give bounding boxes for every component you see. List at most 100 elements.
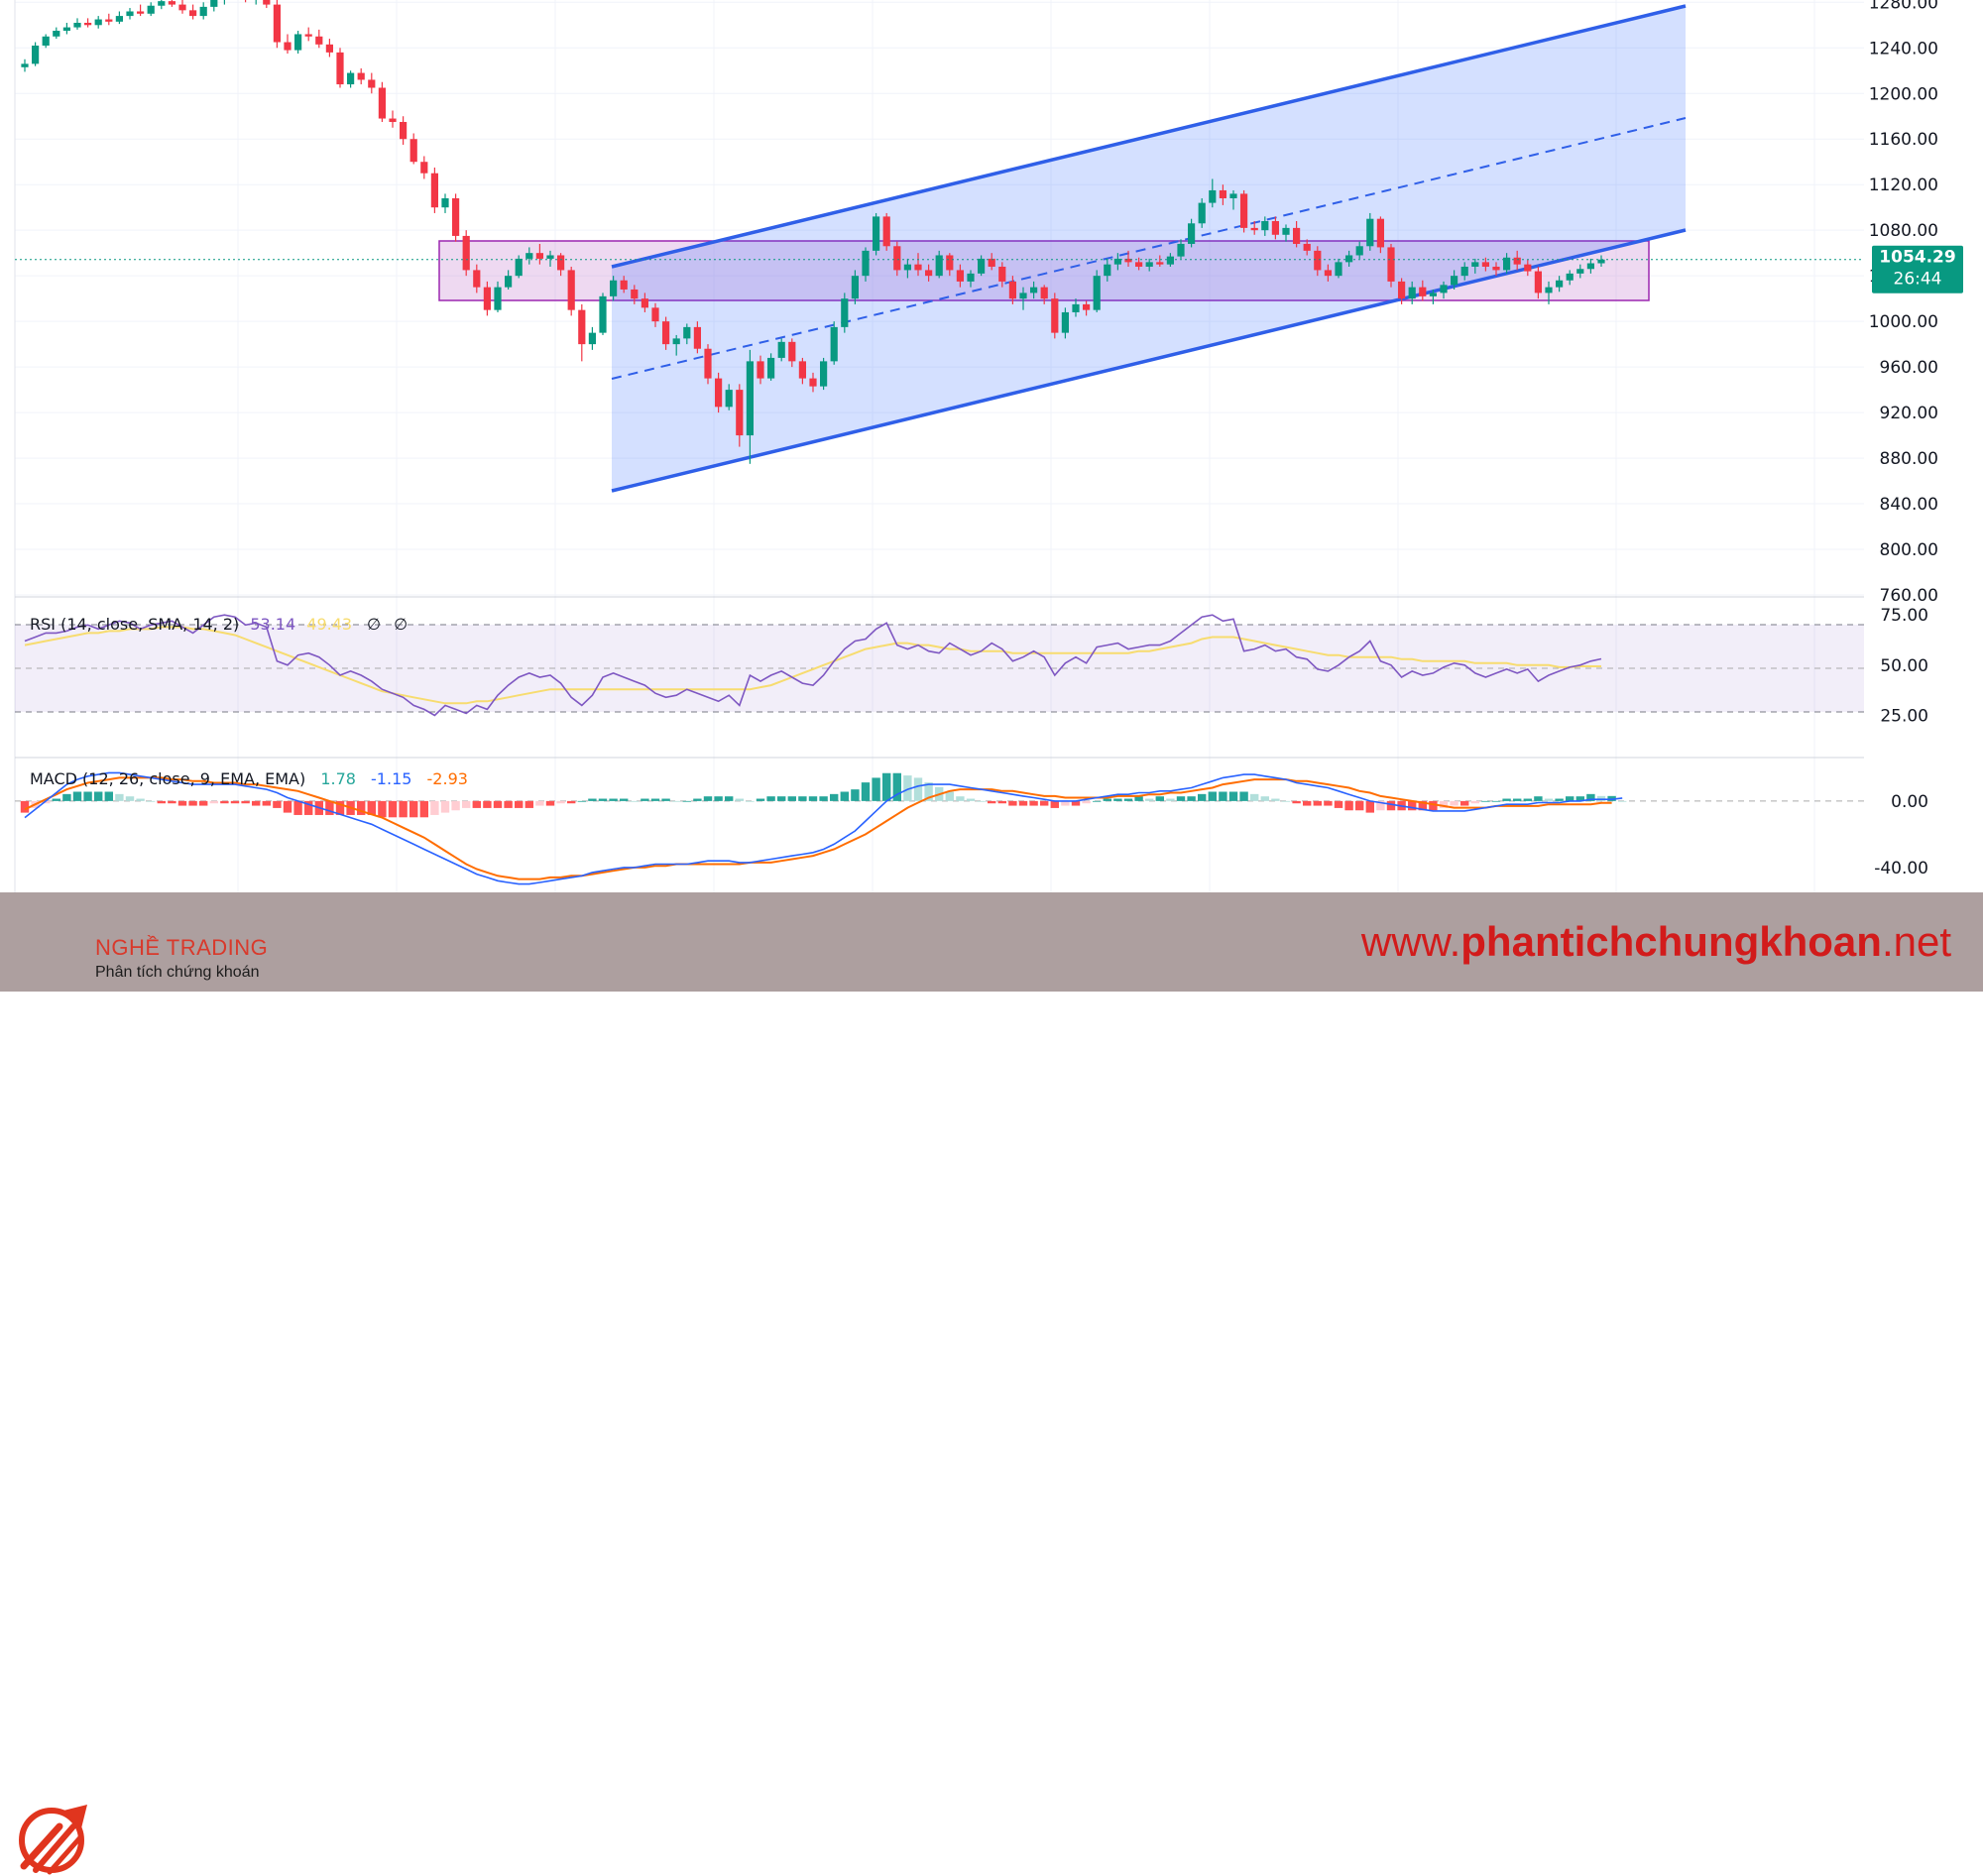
candle-body (1019, 293, 1027, 299)
macd-histogram-bar (1303, 800, 1312, 806)
candle (1030, 281, 1038, 299)
candle-body (1177, 243, 1185, 257)
website-link[interactable]: www.phantichchungkhoan.net (1361, 918, 1951, 966)
stock-chart[interactable]: 760.00 800.00 840.00 880.00 920.00 960.00 1000… (0, 0, 1983, 892)
macd-histogram-bar (1281, 800, 1291, 802)
candle (1198, 198, 1206, 228)
candle-body (1524, 264, 1532, 272)
candle-body (715, 378, 723, 408)
candle (903, 258, 911, 279)
candle-body (662, 321, 670, 345)
candle-body (757, 361, 764, 379)
candle (788, 338, 796, 368)
candle (851, 270, 859, 304)
candle-body (1083, 303, 1091, 310)
macd-histogram-bar (1618, 800, 1627, 802)
macd-histogram-bar (808, 796, 818, 801)
candle (882, 212, 890, 251)
macd-histogram-bar (1145, 798, 1154, 801)
candle-body (62, 27, 70, 32)
macd-histogram-bar (325, 800, 334, 815)
candle (1219, 184, 1226, 205)
candle-body (725, 390, 733, 408)
candle-body (1293, 227, 1301, 244)
candle (441, 193, 449, 213)
macd-histogram-bar (241, 800, 250, 804)
candle (1566, 270, 1574, 286)
candle-body (967, 273, 975, 282)
candle (53, 27, 60, 40)
candle-body (505, 276, 513, 288)
candle (1282, 224, 1290, 242)
candle-body (1145, 262, 1153, 267)
macd-histogram-bar (273, 800, 282, 808)
candle-body (651, 307, 659, 322)
candle-body (189, 10, 197, 17)
website-suffix: .net (1881, 918, 1951, 965)
candle (263, 0, 271, 9)
candle-body (347, 72, 355, 85)
macd-histogram-bar (535, 800, 544, 806)
candle (1429, 289, 1437, 304)
candle-body (409, 139, 417, 163)
candle (1471, 258, 1479, 274)
candle (725, 384, 733, 410)
candle (978, 255, 986, 277)
candle-body (105, 19, 113, 22)
rsi-legend[interactable]: RSI (14, close, SMA, 14, 2) 53.14 49.43 … (30, 615, 408, 634)
macd-histogram-bar (725, 796, 734, 801)
candle-body (1355, 246, 1363, 256)
candle-body (210, 0, 218, 7)
macd-histogram-bar (1134, 796, 1143, 801)
candle-body (1513, 257, 1521, 265)
candle-body (483, 287, 491, 310)
macd-histogram-bar (620, 798, 629, 801)
macd-histogram-bar (357, 800, 366, 815)
candle-body (1471, 262, 1479, 267)
rsi-extra-1: ∅ (367, 615, 381, 634)
candle-body (1156, 262, 1164, 265)
macd-histogram-bar (1166, 798, 1175, 801)
candle-body (1198, 202, 1206, 224)
candle (1556, 276, 1564, 293)
candle (1271, 216, 1279, 240)
macd-histogram-bar (956, 796, 965, 801)
candle (462, 230, 470, 277)
candle (178, 0, 186, 14)
candle-body (73, 22, 81, 28)
candle-body (325, 44, 333, 53)
macd-legend[interactable]: MACD (12, 26, close, 9, EMA, EMA) 1.78 -… (30, 769, 468, 788)
macd-histogram-bar (997, 800, 1006, 804)
candle-body (788, 341, 796, 362)
macd-histogram-bar (1219, 791, 1227, 801)
candle-body (946, 255, 954, 271)
macd-histogram-bar (756, 798, 765, 801)
price-axis[interactable]: 760.00 800.00 840.00 880.00 920.00 960.00 1000… (1869, 0, 1938, 606)
candle (1355, 241, 1363, 259)
macd-histogram-bar (851, 789, 860, 801)
macd-histogram-bar (335, 800, 345, 815)
candle (1492, 262, 1500, 277)
candle-body (1451, 276, 1458, 286)
candle-body (1545, 287, 1553, 293)
rsi-tick-label: 75.00 (1880, 606, 1928, 626)
candle-body (1566, 273, 1574, 281)
candle (1513, 250, 1521, 271)
rsi-extra-2: ∅ (394, 615, 408, 634)
candle-body (830, 326, 838, 362)
candle (420, 156, 428, 179)
candle (736, 384, 744, 447)
candle-body (1061, 311, 1069, 333)
candle (610, 276, 618, 301)
macd-histogram-bar (157, 800, 166, 804)
candle (525, 247, 533, 265)
candle (651, 302, 659, 327)
candle-body (767, 357, 775, 379)
candle (757, 355, 764, 385)
candle-body (400, 121, 408, 140)
macd-histogram-bar (199, 800, 208, 806)
rsi-title: RSI (14, close, SMA, 14, 2) (30, 615, 239, 634)
rsi-pane (24, 614, 1602, 717)
candle-body (53, 31, 60, 37)
candle-body (515, 258, 523, 277)
